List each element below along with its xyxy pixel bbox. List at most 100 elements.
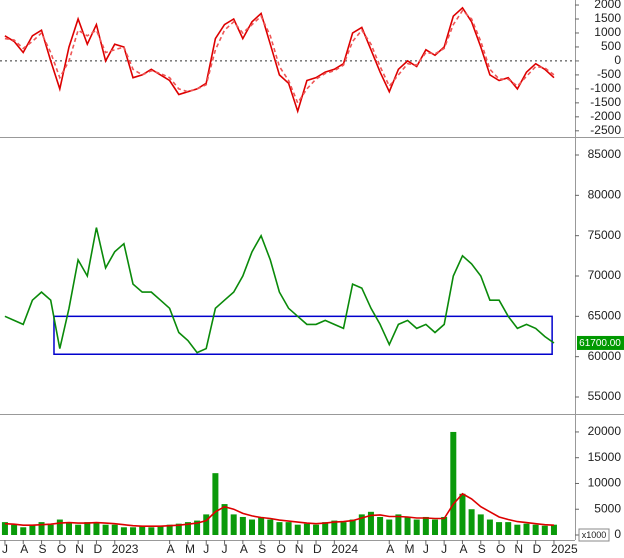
volume-bar (404, 516, 411, 536)
x-tick-label: J (222, 542, 228, 556)
volume-bar (550, 524, 557, 536)
volume-bar (349, 519, 356, 536)
volume-bar (111, 524, 118, 536)
volume-bar (340, 522, 347, 536)
volume-bar (148, 527, 155, 536)
volume-bar (422, 516, 429, 536)
y-tick-label: 500 (601, 39, 621, 53)
volume-bar (477, 514, 484, 536)
volume-bar (56, 519, 63, 536)
y-tick-label: 55000 (588, 389, 622, 403)
volume-bar (130, 527, 137, 536)
y-tick-label: 65000 (588, 309, 622, 323)
volume-bar (285, 522, 292, 536)
x-tick-label: D (313, 542, 322, 556)
range-box (53, 315, 553, 355)
x-tick-label: D (533, 542, 542, 556)
volume-bar (29, 524, 36, 536)
series-line (4, 492, 555, 527)
x-tick-label: S (39, 542, 47, 556)
volume-bar (84, 522, 91, 536)
volume-bar (367, 511, 374, 536)
series-line (4, 227, 555, 354)
y-tick-label: 70000 (588, 268, 622, 282)
x-tick-label: A (459, 542, 467, 556)
volume-bar (505, 522, 512, 536)
volume-bar (432, 519, 439, 536)
x-tick-label: N (75, 542, 84, 556)
x-tick-label: N (295, 542, 304, 556)
volume-bar (102, 524, 109, 536)
y-tick-label: 2000 (594, 0, 621, 11)
volume-bar (413, 519, 420, 536)
x-tick-label: 2023 (112, 542, 139, 556)
y-tick-label: -2500 (590, 123, 621, 137)
x-tick-label: O (276, 542, 285, 556)
y-tick-label: 1500 (594, 11, 621, 25)
volume-bar (38, 522, 45, 536)
volume-bar (514, 524, 521, 536)
volume-bar (93, 522, 100, 536)
volume-bar (194, 520, 201, 536)
volume-bar (468, 509, 475, 536)
x-tick-label: A (386, 542, 394, 556)
volume-bar (496, 522, 503, 536)
volume-bar (486, 519, 493, 536)
x-tick-label: A (240, 542, 248, 556)
volume-bar (541, 525, 548, 536)
y-tick-label: -500 (597, 67, 621, 81)
volume-bar (157, 525, 164, 536)
x-tick-label: J (423, 542, 429, 556)
x-tick-label: A (167, 542, 175, 556)
volume-bar (20, 527, 27, 536)
volume-bar (386, 519, 393, 536)
x-tick-label: 2025 (551, 542, 578, 556)
volume-bar (377, 516, 384, 536)
volume-bar (459, 493, 466, 536)
volume-bar (175, 523, 182, 536)
x-tick-label: M (185, 542, 195, 556)
unit-box (578, 528, 610, 542)
volume-bar (523, 523, 530, 536)
x-tick-label: S (478, 542, 486, 556)
volume-bar (258, 516, 265, 536)
volume-bar (395, 514, 402, 536)
volume-bar (358, 514, 365, 536)
volume-bar (294, 524, 301, 536)
volume-bar (166, 524, 173, 536)
volume-bar (139, 525, 146, 536)
last-price-marker (577, 335, 624, 350)
y-tick-label: -1000 (590, 81, 621, 95)
volume-bar (532, 524, 539, 536)
x-tick-label: J (2, 542, 8, 556)
volume-bar (450, 431, 457, 536)
y-tick-label: -2000 (590, 109, 621, 123)
y-tick-label: 0 (614, 53, 621, 67)
series-line (4, 6, 555, 114)
x-tick-label: N (514, 542, 523, 556)
volume-bar (322, 522, 329, 536)
volume-bar (184, 522, 191, 536)
unit-label: x1000 (582, 530, 607, 540)
x-tick-label: J (441, 542, 447, 556)
volume-bar (11, 524, 18, 536)
volume-bar (65, 522, 72, 536)
y-tick-label: 10000 (588, 476, 622, 490)
y-tick-label: -1500 (590, 95, 621, 109)
volume-bar (47, 524, 54, 536)
volume-bar (441, 516, 448, 536)
volume-bar (239, 516, 246, 536)
volume-bar (212, 473, 219, 536)
y-tick-label: 60000 (588, 349, 622, 363)
x-tick-label: O (57, 542, 66, 556)
x-tick-label: A (20, 542, 28, 556)
x-tick-label: S (258, 542, 266, 556)
x-tick-label: 2024 (331, 542, 358, 556)
y-tick-label: 85000 (588, 147, 622, 161)
volume-bar (331, 520, 338, 536)
volume-bar (313, 524, 320, 536)
volume-bar (230, 514, 237, 536)
volume-bar (1, 522, 8, 536)
x-tick-label: O (496, 542, 505, 556)
